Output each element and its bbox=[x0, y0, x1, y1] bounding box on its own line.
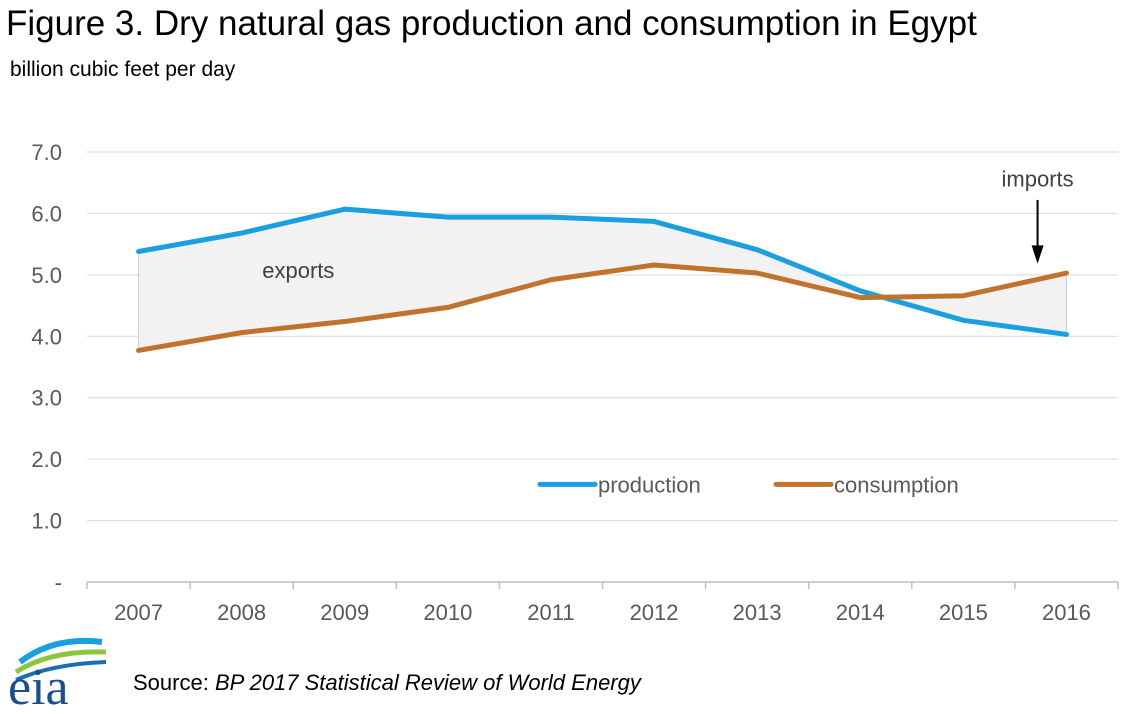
x-tick-label: 2008 bbox=[217, 600, 266, 625]
y-tick-label: 6.0 bbox=[31, 201, 62, 226]
chart-title: Figure 3. Dry natural gas production and… bbox=[6, 4, 977, 43]
y-tick-label: 5.0 bbox=[31, 263, 62, 288]
legend-label-production: production bbox=[598, 472, 701, 497]
x-tick-label: 2015 bbox=[939, 600, 988, 625]
eia-logo: eia bbox=[2, 628, 117, 714]
source-title: BP 2017 Statistical Review of World Ener… bbox=[214, 670, 641, 695]
y-tick-label: 1.0 bbox=[31, 509, 62, 534]
y-tick-label: 2.0 bbox=[31, 447, 62, 472]
y-tick-label: 7.0 bbox=[31, 140, 62, 165]
y-tick-label: - bbox=[55, 570, 62, 595]
x-tick-label: 2010 bbox=[423, 600, 472, 625]
series-line-consumption bbox=[136, 262, 1069, 353]
x-tick-label: 2016 bbox=[1042, 600, 1091, 625]
eia-logo-text: eia bbox=[8, 659, 69, 708]
x-tick-label: 2013 bbox=[733, 600, 782, 625]
y-tick-label: 3.0 bbox=[31, 386, 62, 411]
y-tick-label: 4.0 bbox=[31, 324, 62, 349]
source-note: Source: BP 2017 Statistical Review of Wo… bbox=[133, 670, 641, 696]
series-line-production bbox=[136, 206, 1069, 337]
exports-imports-area bbox=[138, 209, 1067, 351]
imports-annotation: imports bbox=[1002, 166, 1074, 191]
x-tick-label: 2007 bbox=[114, 600, 163, 625]
exports-annotation: exports bbox=[262, 258, 334, 283]
x-tick-label: 2014 bbox=[836, 600, 885, 625]
x-tick-label: 2012 bbox=[630, 600, 679, 625]
source-prefix: Source: bbox=[133, 670, 215, 695]
x-tick-label: 2009 bbox=[320, 600, 369, 625]
imports-arrow-head bbox=[1031, 245, 1044, 264]
y-axis-unit-label: billion cubic feet per day bbox=[10, 58, 236, 81]
x-tick-label: 2011 bbox=[527, 600, 574, 625]
legend-label-consumption: consumption bbox=[834, 472, 959, 497]
